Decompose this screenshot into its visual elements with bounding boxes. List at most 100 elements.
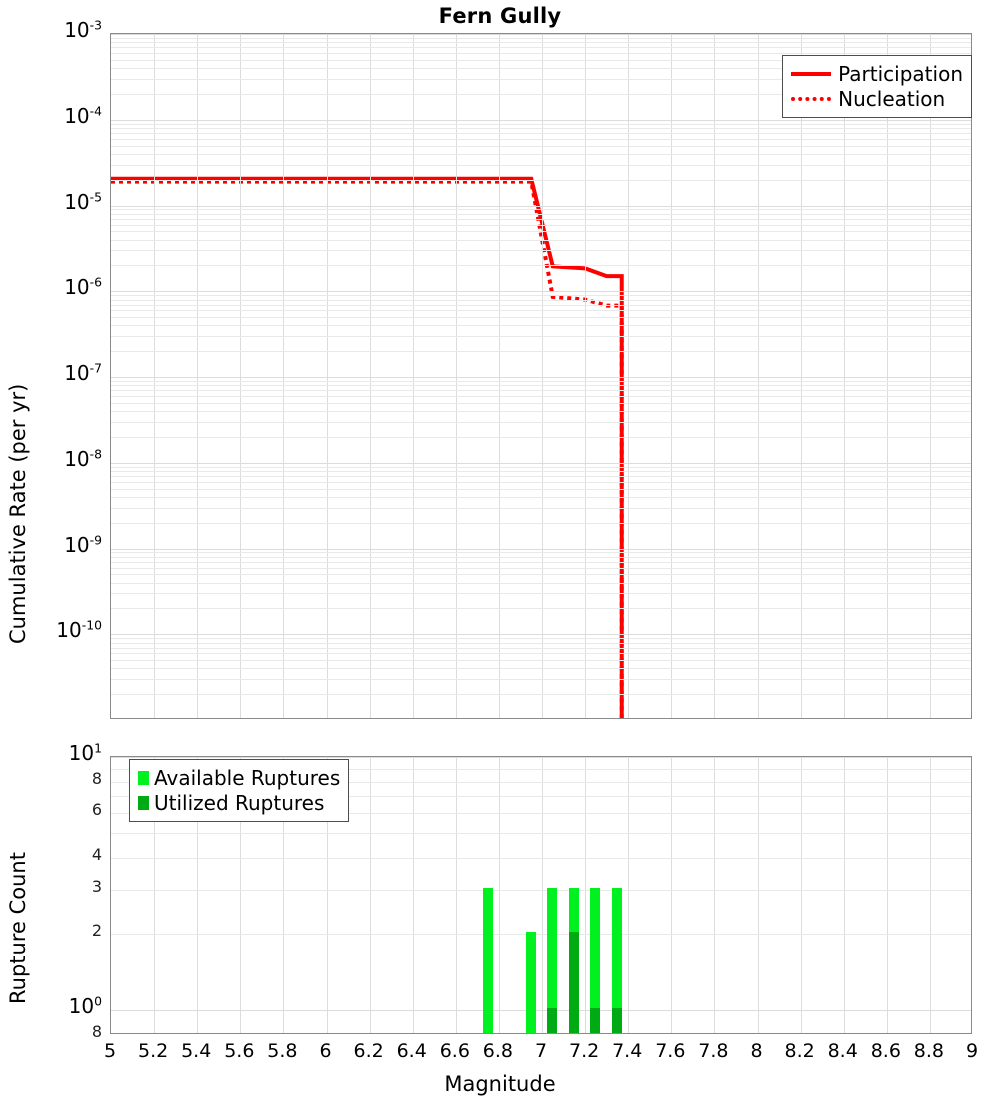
gridline-horizontal [111, 78, 971, 80]
legend-label: Participation [838, 61, 963, 86]
gridline-vertical [585, 34, 587, 718]
x-tick-label: 7.6 [655, 1040, 686, 1062]
gridline-horizontal [111, 757, 971, 758]
gridline-horizontal [111, 608, 971, 610]
gridline-horizontal [111, 218, 971, 220]
gridline-vertical [154, 34, 156, 718]
gridline-horizontal [111, 522, 971, 524]
gridline-vertical [757, 757, 759, 1033]
gridline-horizontal [111, 411, 971, 413]
y-tick-label: 10-4 [64, 103, 102, 128]
bar-available-ruptures [547, 887, 558, 1033]
y-tick-label-minor: 8 [91, 1022, 102, 1041]
gridline-horizontal [111, 239, 971, 241]
y-tick-label-minor: 3 [91, 876, 102, 896]
gridline-vertical [714, 757, 716, 1033]
gridline-horizontal [111, 481, 971, 483]
gridline-horizontal [111, 694, 971, 696]
gridline-horizontal [111, 796, 971, 798]
y-tick-label: 10-10 [56, 617, 102, 643]
gridline-horizontal [111, 34, 971, 35]
gridline-vertical [412, 757, 414, 1033]
gridline-horizontal [111, 265, 971, 267]
gridline-vertical [240, 757, 242, 1033]
legend-item: Nucleation [791, 86, 963, 111]
gridline-vertical [455, 34, 457, 718]
gridline-horizontal [111, 647, 971, 649]
gridline-horizontal [111, 813, 971, 815]
gridline-horizontal [111, 390, 971, 392]
y-tick-label: 10-9 [64, 531, 102, 557]
legend-color-swatch [138, 770, 149, 785]
x-tick-label: 7.8 [698, 1040, 729, 1062]
y-tick-label: 101 [68, 740, 102, 765]
x-tick-label: 6.8 [482, 1040, 513, 1062]
gridline-horizontal [111, 668, 971, 670]
gridline-horizontal [111, 53, 971, 55]
gridline-vertical [757, 34, 759, 718]
gridline-horizontal [111, 496, 971, 498]
gridline-horizontal [111, 679, 971, 681]
x-tick-label: 5.4 [181, 1040, 212, 1062]
gridline-horizontal [111, 380, 971, 382]
gridline-horizontal [111, 768, 971, 770]
gridline-horizontal [111, 421, 971, 423]
cumulative-rate-plot-area [111, 34, 971, 718]
gridline-vertical [369, 757, 371, 1033]
x-tick-label: 8.6 [870, 1040, 901, 1062]
legend-label: Utilized Ruptures [154, 790, 325, 815]
rupture-count-plot-area [111, 757, 971, 1033]
gridline-horizontal [111, 471, 971, 473]
x-tick-label: 5 [103, 1040, 117, 1062]
y-tick-label-minor: 6 [91, 800, 102, 820]
bar-available-ruptures [525, 932, 536, 1033]
bar-utilized-ruptures [612, 1008, 622, 1033]
gridline-vertical [542, 34, 543, 718]
gridline-horizontal [111, 1010, 971, 1012]
bar-available-ruptures [482, 887, 493, 1033]
gridline-horizontal [111, 660, 971, 662]
y-tick-label: 10-3 [64, 17, 102, 42]
gridline-horizontal [111, 889, 971, 891]
bar-available-ruptures [612, 887, 622, 1033]
x-tick-label: 6.6 [439, 1040, 470, 1062]
x-tick-label: 8.8 [913, 1040, 944, 1062]
gridline-horizontal [111, 552, 971, 554]
gridline-horizontal [111, 466, 971, 468]
gridline-horizontal [111, 119, 971, 121]
y-tick-label: 10-7 [64, 360, 102, 385]
gridline-horizontal [111, 93, 971, 95]
gridline-vertical [843, 34, 845, 718]
gridline-horizontal [111, 317, 971, 319]
gridline-vertical [714, 34, 716, 718]
legend-label: Nucleation [838, 86, 946, 111]
gridline-horizontal [111, 833, 971, 835]
gridline-horizontal [111, 653, 971, 655]
legend-label: Available Ruptures [154, 765, 341, 790]
gridline-horizontal [111, 351, 971, 353]
gridline-vertical [283, 34, 285, 718]
x-tick-label: 6 [319, 1040, 332, 1062]
top-panel-legend: Participation Nucleation [782, 55, 972, 118]
gridline-horizontal [111, 934, 971, 936]
gridline-horizontal [111, 507, 971, 509]
gridline-horizontal [111, 250, 971, 252]
x-tick-label: 7.4 [612, 1040, 643, 1062]
gridline-horizontal [111, 209, 971, 211]
gridline-horizontal [111, 299, 971, 301]
y-tick-label: 10-8 [64, 446, 102, 471]
bar-available-ruptures [590, 887, 601, 1033]
gridline-horizontal [111, 556, 971, 558]
gridline-vertical [283, 757, 285, 1033]
gridline-vertical [498, 34, 500, 718]
legend-item: Available Ruptures [138, 765, 340, 790]
gridline-horizontal [111, 231, 971, 233]
x-tick-label: 9 [965, 1040, 979, 1062]
gridline-vertical [671, 757, 673, 1033]
gridline-horizontal [111, 325, 971, 327]
gridline-vertical [197, 757, 199, 1033]
gridline-horizontal [111, 213, 971, 215]
gridline-horizontal [111, 42, 971, 44]
gridline-vertical [929, 757, 931, 1033]
bar-utilized-ruptures [568, 932, 579, 1033]
